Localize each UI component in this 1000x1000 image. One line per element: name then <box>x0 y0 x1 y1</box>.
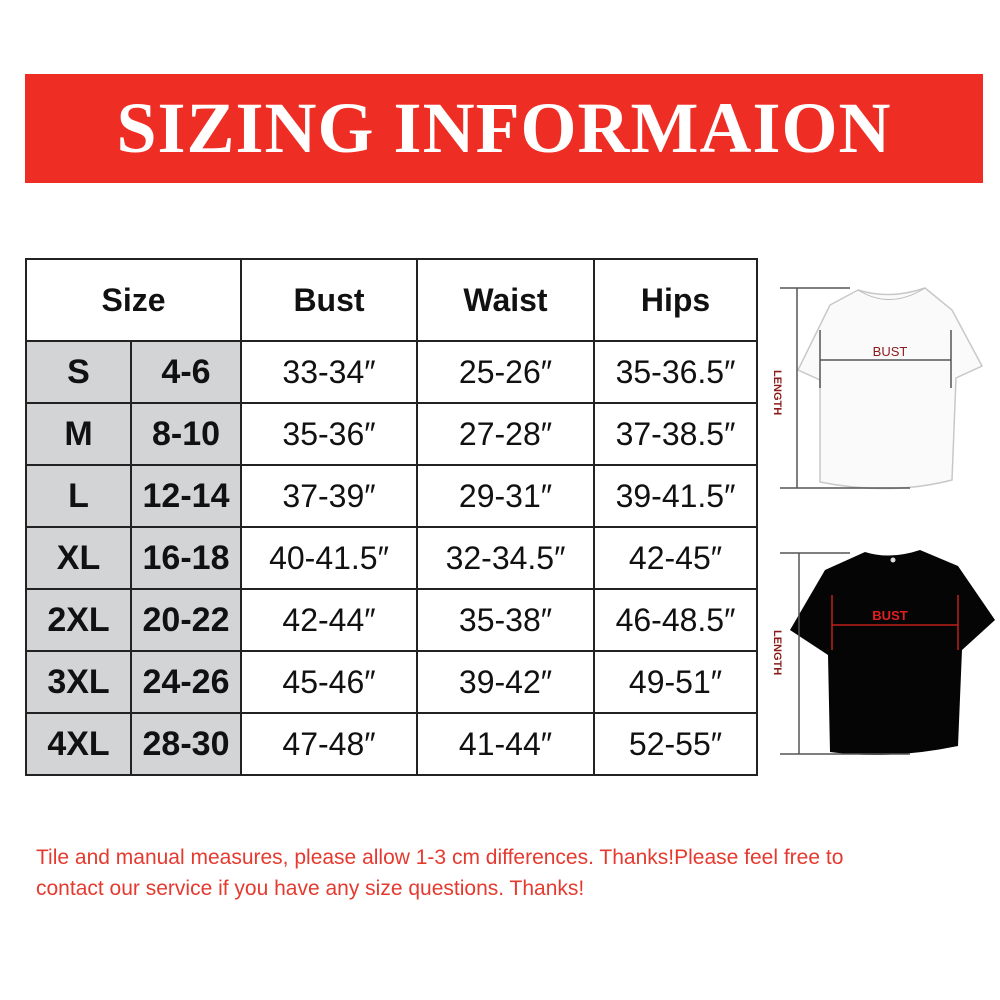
bust-value: 35-36″ <box>240 402 418 466</box>
hips-value: 37-38.5″ <box>593 402 758 466</box>
length-label-white: LENGTH <box>771 370 783 415</box>
table-row: 2XL 20-22 42-44″ 35-38″ 46-48.5″ <box>25 588 758 652</box>
measurement-note: Tile and manual measures, please allow 1… <box>36 846 844 900</box>
bust-value: 37-39″ <box>240 464 418 528</box>
bust-value: 45-46″ <box>240 650 418 714</box>
header-size: Size <box>25 258 242 342</box>
hips-value: 35-36.5″ <box>593 340 758 404</box>
hips-value: 42-45″ <box>593 526 758 590</box>
size-chart-table: Size Bust Waist Hips S 4-6 33-34″ 25-26″ 35-… <box>25 258 758 776</box>
hips-value: 39-41.5″ <box>593 464 758 528</box>
hips-value: 49-51″ <box>593 650 758 714</box>
hips-value: 52-55″ <box>593 712 758 776</box>
title-banner: SIZING INFORMAION <box>25 74 983 183</box>
length-label-black: LENGTH <box>771 630 783 675</box>
bust-label-white: BUST <box>873 344 908 359</box>
waist-value: 39-42″ <box>416 650 595 714</box>
hips-value: 46-48.5″ <box>593 588 758 652</box>
size-number: 28-30 <box>130 712 242 776</box>
bust-label-black: BUST <box>872 608 907 623</box>
size-letter: XL <box>25 526 132 590</box>
waist-value: 29-31″ <box>416 464 595 528</box>
size-number: 4-6 <box>130 340 242 404</box>
header-hips: Hips <box>593 258 758 342</box>
waist-value: 32-34.5″ <box>416 526 595 590</box>
header-waist: Waist <box>416 258 595 342</box>
white-shirt-illustration <box>796 287 984 490</box>
size-letter: S <box>25 340 132 404</box>
size-number: 8-10 <box>130 402 242 466</box>
table-header-row: Size Bust Waist Hips <box>25 258 758 342</box>
black-shirt-illustration <box>790 550 995 755</box>
bust-value: 42-44″ <box>240 588 418 652</box>
table-row: 3XL 24-26 45-46″ 39-42″ 49-51″ <box>25 650 758 714</box>
size-number: 12-14 <box>130 464 242 528</box>
waist-value: 25-26″ <box>416 340 595 404</box>
table-row: S 4-6 33-34″ 25-26″ 35-36.5″ <box>25 340 758 404</box>
table-row: M 8-10 35-36″ 27-28″ 37-38.5″ <box>25 402 758 466</box>
bust-value: 40-41.5″ <box>240 526 418 590</box>
header-bust: Bust <box>240 258 418 342</box>
bust-value: 33-34″ <box>240 340 418 404</box>
table-row: L 12-14 37-39″ 29-31″ 39-41.5″ <box>25 464 758 528</box>
size-letter: 2XL <box>25 588 132 652</box>
size-letter: L <box>25 464 132 528</box>
waist-value: 35-38″ <box>416 588 595 652</box>
size-number: 24-26 <box>130 650 242 714</box>
measurement-diagram: BUST LENGTH BUST LENGTH <box>771 287 995 755</box>
bust-value: 47-48″ <box>240 712 418 776</box>
size-number: 20-22 <box>130 588 242 652</box>
size-number: 16-18 <box>130 526 242 590</box>
table-row: XL 16-18 40-41.5″ 32-34.5″ 42-45″ <box>25 526 758 590</box>
size-letter: 4XL <box>25 712 132 776</box>
size-letter: M <box>25 402 132 466</box>
waist-value: 41-44″ <box>416 712 595 776</box>
table-row: 4XL 28-30 47-48″ 41-44″ 52-55″ <box>25 712 758 776</box>
size-letter: 3XL <box>25 650 132 714</box>
page-title: SIZING INFORMAION <box>116 88 892 168</box>
waist-value: 27-28″ <box>416 402 595 466</box>
